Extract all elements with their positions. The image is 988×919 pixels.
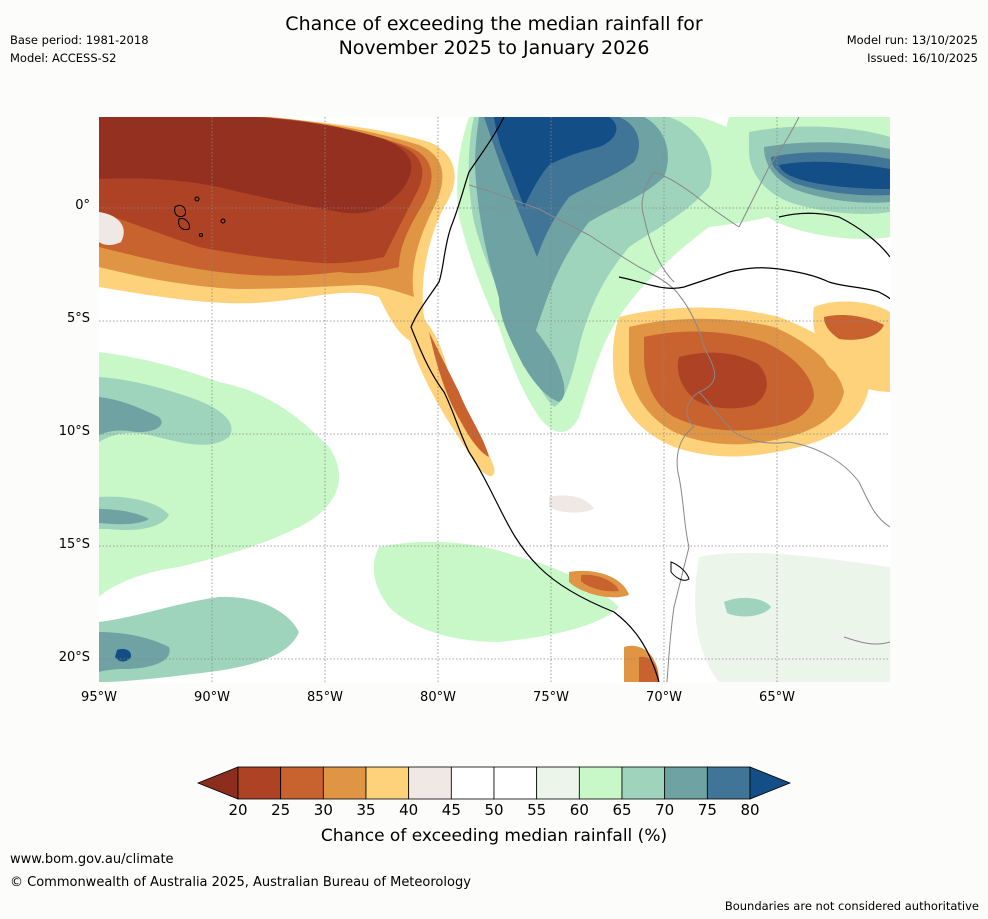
colorbar-tick-label: 55 (527, 801, 547, 819)
coastline (410, 117, 890, 682)
lon-label-80w: 80°W (420, 690, 456, 705)
lat-label-5s: 5°S (66, 311, 90, 326)
colorbar-cell (706, 766, 751, 800)
colorbar-cell (280, 766, 324, 800)
neutral-warm-region-south (549, 495, 594, 513)
title-line-2: November 2025 to January 2026 (338, 37, 650, 59)
colorbar-cell (365, 766, 410, 800)
lat-label-0: 0° (75, 198, 90, 213)
issued-date: Issued: 16/10/2025 (867, 51, 978, 65)
wet-slight-region-south (373, 541, 619, 642)
dry-extreme-region-north (99, 117, 412, 214)
wet-extreme-region-ne (779, 161, 890, 189)
colorbar-tick-label: 65 (612, 801, 632, 819)
dry-strong-region-east (677, 352, 767, 409)
colorbar-low-extend (196, 766, 239, 800)
meta-right: Model run: 13/10/2025 Issued: 16/10/2025 (847, 31, 978, 67)
neutral-cool-region-south (695, 552, 890, 682)
neutral-warm-patch-west (99, 212, 124, 246)
colorbar-tick-label: 35 (356, 801, 376, 819)
colorbar-cell (621, 766, 666, 800)
colorbar-cell (664, 766, 708, 800)
lon-label-75w: 75°W (533, 690, 569, 705)
wet-strong-spot-sw (115, 648, 132, 662)
footer-disclaimer: Boundaries are not considered authoritat… (724, 899, 979, 913)
wet-mod-region-west (99, 397, 162, 435)
colorbar-cell (408, 766, 452, 800)
colorbar-tick-label: 40 (399, 801, 419, 819)
colorbar-cells (237, 766, 751, 800)
dry-mod-coast-strip (429, 332, 489, 457)
colorbar-tick-label: 45 (441, 801, 461, 819)
colorbar-cell (578, 766, 623, 800)
colorbar-tick-label: 70 (655, 801, 675, 819)
colorbar-tick-label: 60 (569, 801, 589, 819)
colorbar-ticks: 20 25 30 35 40 45 50 55 60 65 70 75 80 (0, 801, 988, 821)
dry-mod-spot-south-coast (581, 574, 619, 592)
lat-label-20s: 20°S (58, 650, 90, 665)
colorbar-cell (493, 766, 538, 800)
footer-url: www.bom.gov.au/climate (10, 852, 174, 867)
lon-label-85w: 85°W (307, 690, 343, 705)
wet-extreme-region-andes (494, 117, 617, 207)
forecast-map (99, 117, 890, 682)
galapagos-islands (174, 196, 226, 237)
country-borders (468, 117, 890, 682)
footer-copyright: © Commonwealth of Australia 2025, Austra… (10, 875, 471, 890)
colorbar-title: Chance of exceeding median rainfall (%) (320, 826, 668, 846)
colorbar-tick-label: 80 (740, 801, 760, 819)
colorbar-cell (237, 766, 282, 800)
lon-label-70w: 70°W (646, 690, 682, 705)
lon-label-95w: 95°W (81, 690, 117, 705)
lake-titicaca (670, 561, 690, 581)
colorbar-cell (450, 766, 495, 800)
lon-label-90w: 90°W (194, 690, 230, 705)
model-name: Model: ACCESS-S2 (10, 51, 117, 65)
model-run: Model run: 13/10/2025 (846, 33, 978, 47)
colorbar-high-extend (749, 766, 792, 800)
wet-mod-region-mid-west (99, 509, 149, 525)
lat-gridlines (99, 207, 890, 660)
colorbar-cell (536, 766, 580, 800)
wet-mod-region-sw (99, 632, 170, 672)
wet-light-spot-south (724, 597, 771, 617)
meta-left: Base period: 1981-2018 Model: ACCESS-S2 (10, 31, 149, 67)
lat-label-10s: 10°S (58, 424, 90, 439)
lat-label-15s: 15°S (58, 537, 90, 552)
amazon-river (618, 267, 890, 300)
base-period: Base period: 1981-2018 (10, 33, 149, 47)
dry-mod-far-south (639, 656, 659, 682)
lon-label-65w: 65°W (759, 690, 795, 705)
colorbar-tick-label: 50 (484, 801, 504, 819)
colorbar-tick-label: 20 (228, 801, 248, 819)
colorbar-tick-label: 25 (271, 801, 291, 819)
wet-mod-region-peru-inland (499, 297, 565, 402)
colorbar-tick-label: 75 (697, 801, 717, 819)
map-title: Chance of exceeding the median rainfall … (0, 12, 988, 60)
colorbar-tick-label: 30 (313, 801, 333, 819)
colorbar (196, 766, 792, 800)
colorbar-cell (322, 766, 367, 800)
title-line-1: Chance of exceeding the median rainfall … (285, 13, 703, 35)
